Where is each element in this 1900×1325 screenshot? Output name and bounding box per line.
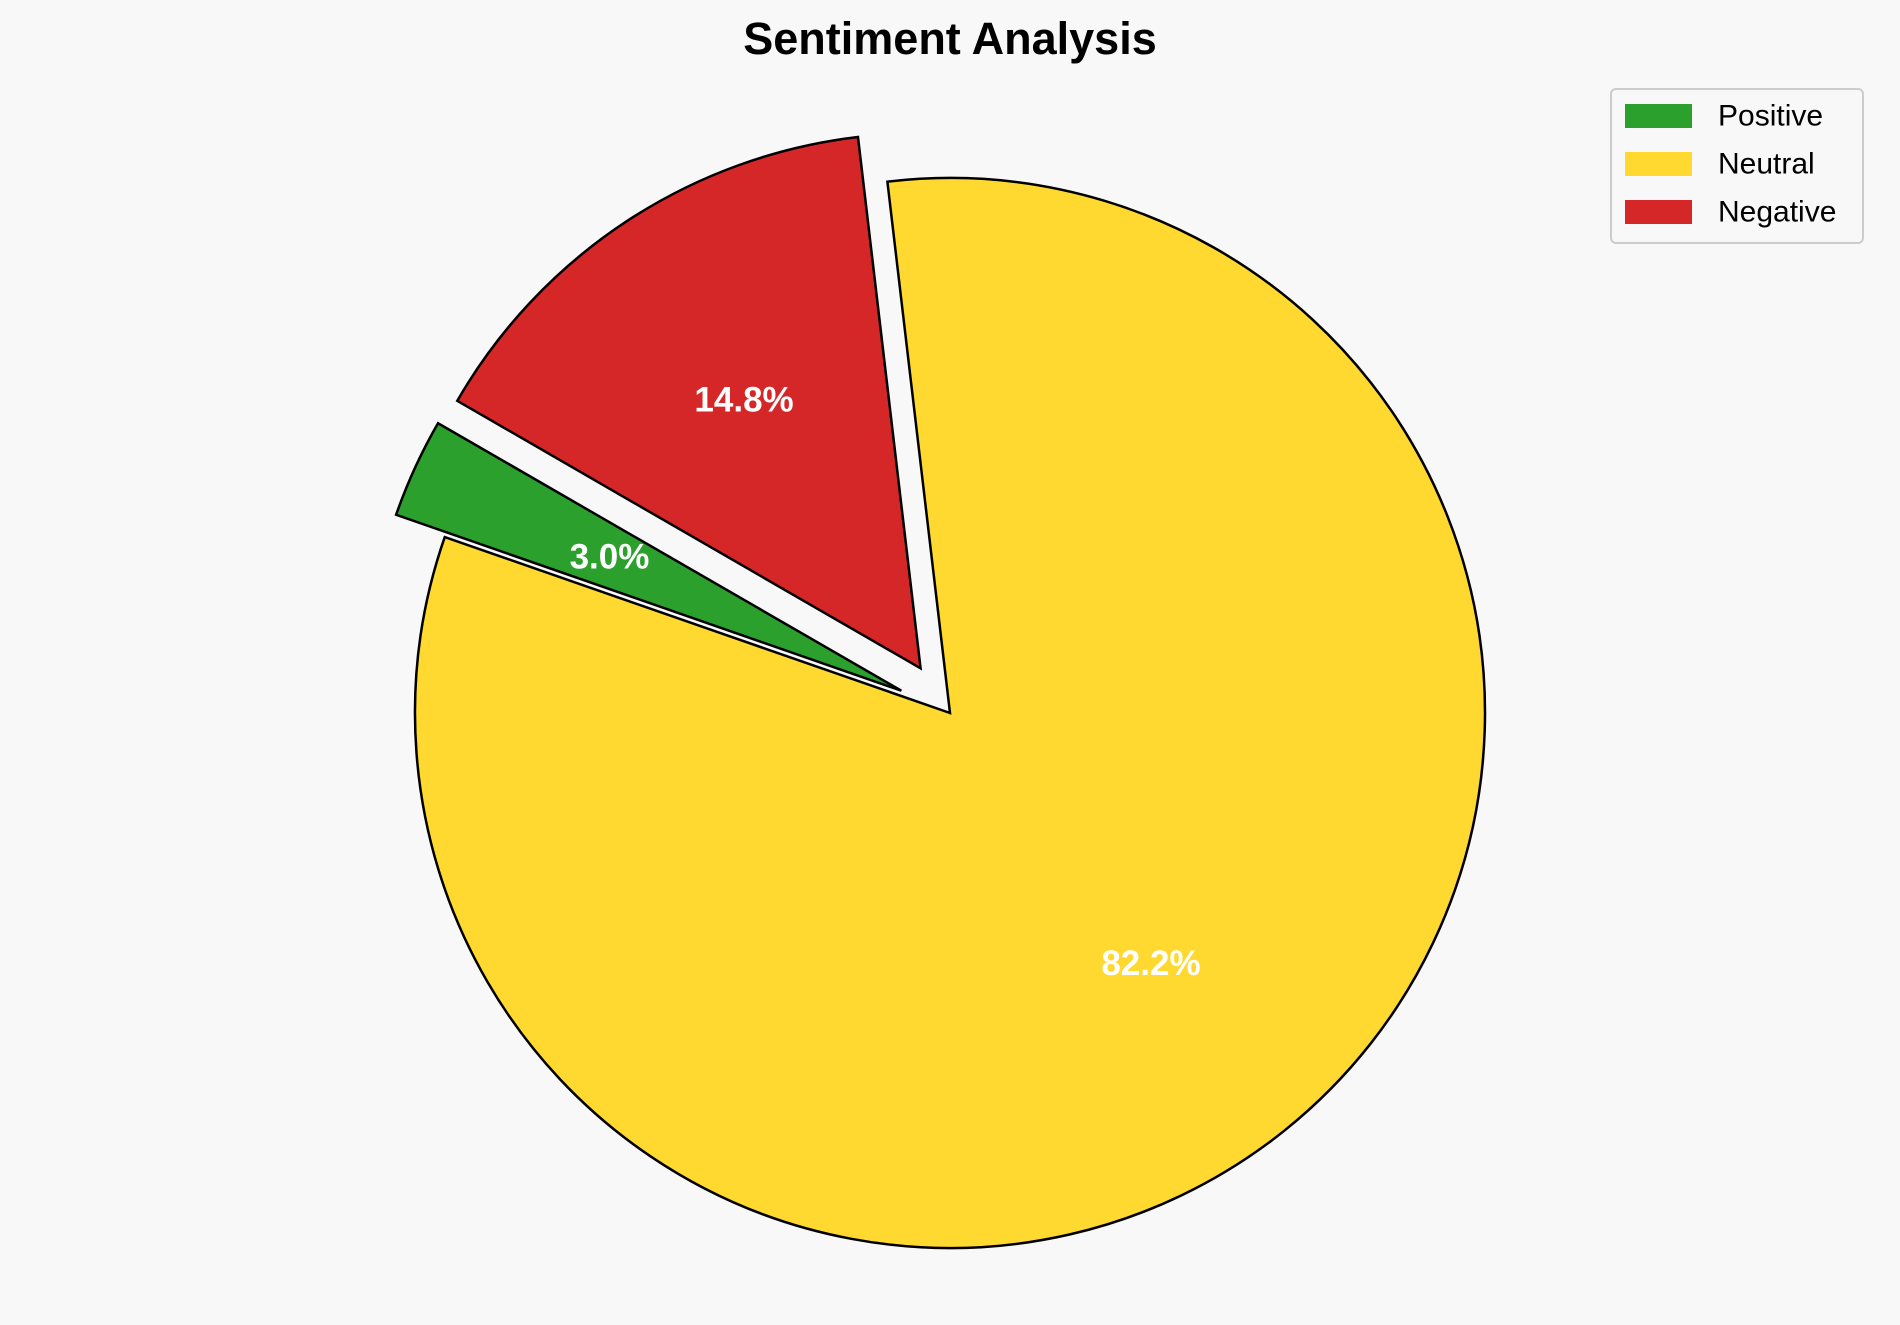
pie-label-negative: 14.8%: [694, 381, 793, 420]
pie-label-neutral: 82.2%: [1101, 944, 1200, 983]
legend-swatch-negative: [1625, 200, 1692, 224]
legend-label-negative: Negative: [1718, 196, 1836, 229]
legend-swatch-neutral: [1625, 152, 1692, 176]
legend-label-neutral: Neutral: [1718, 148, 1815, 181]
legend-label-positive: Positive: [1718, 100, 1823, 133]
pie-slice-negative: [455, 135, 923, 671]
pie-slices: [394, 135, 1487, 1250]
pie-label-positive: 3.0%: [570, 538, 650, 577]
pie-slice-neutral: [413, 176, 1487, 1250]
chart-legend: Positive Neutral Negative: [1610, 88, 1864, 244]
chart-title: Sentiment Analysis: [743, 13, 1156, 64]
legend-swatch-positive: [1625, 104, 1692, 128]
pie-slice-positive: [394, 421, 902, 692]
pie-slice-labels: 3.0% 82.2% 14.8%: [570, 381, 1201, 983]
